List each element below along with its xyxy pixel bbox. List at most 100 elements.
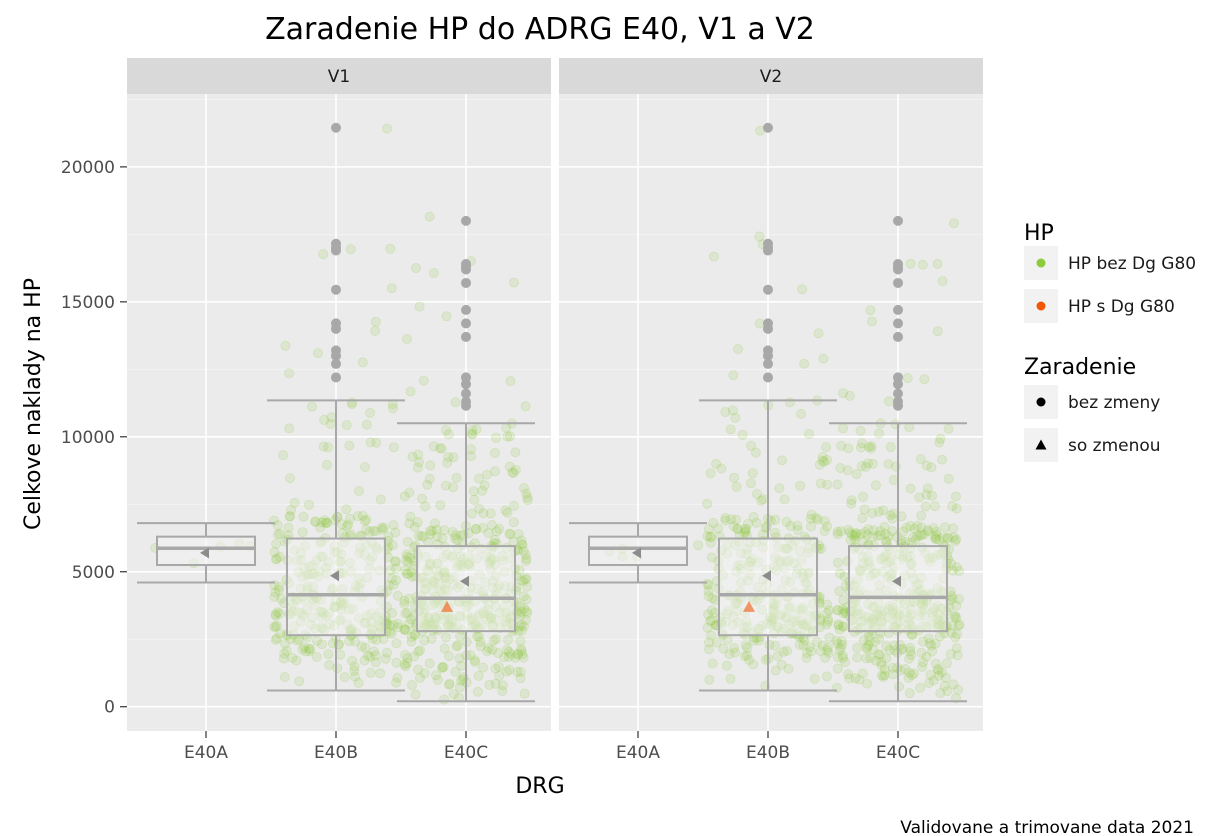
jitter-point xyxy=(889,640,900,651)
jitter-point xyxy=(798,640,809,651)
outlier-point xyxy=(331,238,341,249)
jitter-point xyxy=(820,652,831,663)
jitter-point xyxy=(730,412,741,423)
jitter-point xyxy=(837,650,848,661)
jitter-point xyxy=(806,521,817,532)
jitter-point xyxy=(929,501,940,512)
jitter-point xyxy=(806,509,817,520)
jitter-point xyxy=(885,510,896,521)
jitter-point xyxy=(431,524,442,535)
jitter-point xyxy=(842,465,853,476)
jitter-point xyxy=(392,618,403,629)
jitter-point xyxy=(283,522,294,533)
jitter-point xyxy=(273,581,284,592)
jitter-point xyxy=(362,650,373,661)
jitter-point xyxy=(821,442,832,453)
jitter-point xyxy=(948,679,959,690)
jitter-point xyxy=(467,425,478,436)
jitter-point xyxy=(335,649,346,660)
jitter-point xyxy=(469,657,480,668)
jitter-point xyxy=(706,531,717,542)
jitter-point xyxy=(521,594,532,605)
jitter-point xyxy=(805,513,816,524)
jitter-point xyxy=(508,500,519,511)
jitter-point xyxy=(521,573,532,584)
jitter-point xyxy=(326,412,337,423)
jitter-point xyxy=(838,621,849,632)
jitter-point xyxy=(448,482,459,493)
outlier-point xyxy=(893,396,903,407)
jitter-point xyxy=(305,644,316,655)
jitter-point xyxy=(802,648,813,659)
box-iqr xyxy=(718,537,818,637)
jitter-point xyxy=(781,516,792,527)
facet-panels: V1 E40A E40B E40C V2 E40A E40B E40C xyxy=(127,58,983,763)
jitter-point xyxy=(924,678,935,689)
jitter-point xyxy=(424,211,435,222)
jitter-point xyxy=(344,440,355,451)
jitter-point xyxy=(345,244,356,255)
jitter-point xyxy=(727,405,738,416)
jitter-point xyxy=(819,456,830,467)
jitter-point xyxy=(521,488,532,499)
jitter-point xyxy=(324,660,335,671)
mean-marker xyxy=(200,547,209,559)
jitter-point xyxy=(880,528,891,539)
jitter-point xyxy=(926,640,937,651)
outlier-point xyxy=(763,284,773,295)
jitter-point xyxy=(353,677,364,688)
jitter-point xyxy=(869,636,880,647)
jitter-point xyxy=(400,650,411,661)
jitter-point xyxy=(737,429,748,440)
jitter-point xyxy=(424,473,435,484)
jitter-point xyxy=(843,524,854,535)
jitter-point xyxy=(920,501,931,512)
jitter-point xyxy=(748,659,759,670)
jitter-point xyxy=(516,539,527,550)
jitter-point xyxy=(468,486,479,497)
jitter-point xyxy=(884,645,895,656)
jitter-point xyxy=(832,638,843,649)
jitter-point xyxy=(390,527,401,538)
jitter-point xyxy=(850,528,861,539)
jitter-point xyxy=(861,529,872,540)
jitter-point xyxy=(341,420,352,431)
jitter-point xyxy=(466,428,477,439)
jitter-point xyxy=(425,525,436,536)
jitter-point xyxy=(858,491,869,502)
jitter-point xyxy=(504,431,515,442)
boxplot-e40a xyxy=(569,522,707,584)
jitter-point xyxy=(912,530,923,541)
jitter-point xyxy=(706,605,717,616)
outlier-point xyxy=(763,358,773,369)
jitter-point xyxy=(876,657,887,668)
jitter-point xyxy=(859,504,870,515)
jitter-point xyxy=(270,610,281,621)
jitter-point xyxy=(890,461,901,472)
jitter-point xyxy=(414,457,425,468)
jitter-point xyxy=(343,519,354,530)
jitter-point xyxy=(834,568,845,579)
jitter-point xyxy=(503,651,514,662)
jitter-point xyxy=(953,594,964,605)
facet-strip xyxy=(127,58,551,94)
jitter-point xyxy=(838,423,849,434)
jitter-point xyxy=(751,517,762,528)
jitter-point xyxy=(862,643,873,654)
jitter-point xyxy=(349,636,360,647)
jitter-point xyxy=(401,555,412,566)
jitter-point xyxy=(298,511,309,522)
jitter-point xyxy=(783,663,794,674)
jitter-point xyxy=(479,480,490,491)
jitter-point xyxy=(370,526,381,537)
jitter-point xyxy=(475,636,486,647)
jitter-point xyxy=(410,262,421,273)
jitter-point xyxy=(866,443,877,454)
outlier-point xyxy=(893,215,903,226)
jitter-point xyxy=(279,648,290,659)
jitter-point xyxy=(386,628,397,639)
jitter-point xyxy=(703,609,714,620)
jitter-point xyxy=(504,664,515,675)
outlier-point xyxy=(893,304,903,315)
mean-marker xyxy=(892,575,901,587)
